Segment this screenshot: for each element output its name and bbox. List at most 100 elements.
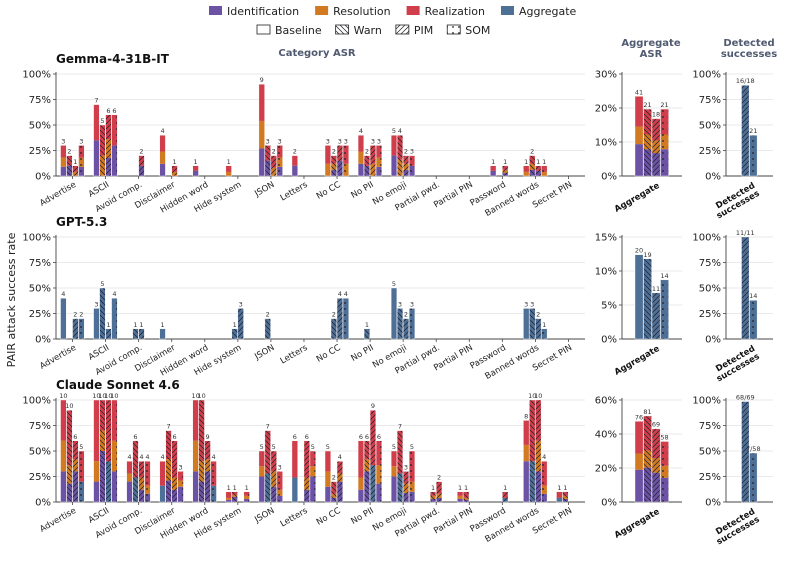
bar-value-label: 1 [542, 158, 546, 166]
bar-outline [749, 300, 758, 340]
bar-outline [741, 401, 750, 503]
y-tick-label: 15% [595, 233, 617, 244]
aggregate-axis: 0% 10% 20% 30% [595, 70, 682, 183]
x-tick-label: No CC [315, 343, 343, 365]
bar-segment [291, 440, 298, 478]
bar-value-label: 1 [524, 158, 528, 166]
bar-hatch [376, 145, 382, 176]
bar: 7/58 [746, 445, 761, 503]
bar-outline [634, 254, 644, 340]
bar-value-label: 3 [530, 300, 534, 308]
bar-segment [635, 254, 644, 339]
bar-outline [408, 308, 416, 340]
bar: 3 [375, 137, 382, 177]
bar-hatch [165, 430, 172, 502]
bar-hatch [535, 318, 542, 339]
bar-hatch [72, 165, 79, 176]
category-group: 121 1 [523, 148, 548, 177]
y-axis-label: PAIR attack success rate [5, 232, 18, 367]
bar-segment [60, 400, 67, 441]
bar-segment [635, 96, 644, 127]
aggregate-tick-label: Aggregate [613, 181, 662, 215]
legend-label: Warn [354, 24, 382, 37]
bar-hatch [660, 279, 669, 339]
bar-segment [391, 155, 397, 176]
bar-outline [171, 165, 178, 177]
bar: 3 [60, 137, 67, 177]
bar-outline [66, 155, 73, 177]
legend-swatch [209, 6, 222, 15]
x-tick-label: No CC [315, 180, 343, 202]
bar: 6 [357, 433, 364, 503]
bar-value-label: 19 [643, 251, 651, 259]
bar-value-label: 3 [326, 137, 330, 145]
bar: 1 [192, 158, 199, 177]
bar-value-label: 1 [233, 484, 237, 492]
bar-outline [523, 420, 530, 503]
bar-outline [303, 440, 310, 503]
bar-hatch [403, 471, 409, 502]
bar-segment [159, 328, 166, 339]
bar-value-label: 68/69 [736, 394, 755, 402]
bar-hatch [171, 165, 178, 176]
category-group: 1 [192, 158, 199, 177]
bar: 1 [535, 158, 542, 177]
bar-value-label: 2 [332, 474, 336, 482]
bar-hatch [198, 400, 205, 502]
bar-outline [402, 471, 410, 503]
bar-hatch [364, 155, 370, 176]
bar-value-label: 2 [73, 311, 77, 319]
y-tick-label: 0% [705, 335, 721, 346]
bar-value-label: 3 [338, 137, 342, 145]
bar: 5 [390, 127, 398, 177]
aggregate-asr-title: Aggregate ASR [621, 38, 680, 60]
bar-outline [529, 399, 536, 503]
bar-segment [192, 170, 199, 176]
bar-outline [159, 461, 166, 503]
bar-outline [330, 155, 337, 177]
bar-outline [72, 165, 79, 177]
bar-hatch [397, 135, 403, 176]
bar-outline [291, 440, 298, 503]
bar-segment [225, 165, 232, 172]
bar: 3 [336, 137, 343, 177]
bar-value-label: 2 [332, 311, 336, 319]
bar-outline [60, 298, 67, 340]
y-tick-label: 75% [29, 95, 51, 106]
legend-item-pim: PIM [395, 24, 433, 37]
bar: 2 [402, 311, 410, 340]
bar-value-label: 10 [104, 392, 112, 400]
bar-value-label: 1 [536, 158, 540, 166]
legend-item-warn: Warn [335, 24, 382, 37]
bar-value-label: 4 [139, 453, 143, 461]
bar-outline [741, 236, 750, 340]
bar-value-label: 4 [127, 453, 131, 461]
bar-outline [436, 481, 443, 503]
bar-hatch [337, 145, 343, 176]
y-tick-label: 0% [35, 172, 51, 183]
bar-value-label: 2 [332, 148, 336, 156]
bar-outline [93, 308, 100, 340]
bar-hatch [463, 491, 469, 502]
bar: 81 [643, 408, 652, 503]
bar: 4 [357, 127, 364, 177]
bar-segment [523, 308, 530, 339]
bar-outline [231, 491, 238, 503]
bar-value-label: 14 [660, 272, 668, 280]
bar-segment [635, 469, 644, 502]
legend-label: SOM [465, 24, 490, 37]
legend-label: Resolution [333, 5, 391, 18]
bar-segment [457, 498, 463, 502]
bar-value-label: 5 [311, 443, 315, 451]
bar-value-label: 76 [635, 413, 643, 421]
bar-outline [336, 298, 343, 340]
bar-value-label: 9 [206, 433, 210, 441]
bar: 2 [72, 311, 79, 340]
bar-hatch [370, 145, 376, 176]
bar-outline [291, 155, 298, 177]
bar-value-label: 3 [178, 463, 182, 471]
bar: 3 [369, 137, 376, 177]
